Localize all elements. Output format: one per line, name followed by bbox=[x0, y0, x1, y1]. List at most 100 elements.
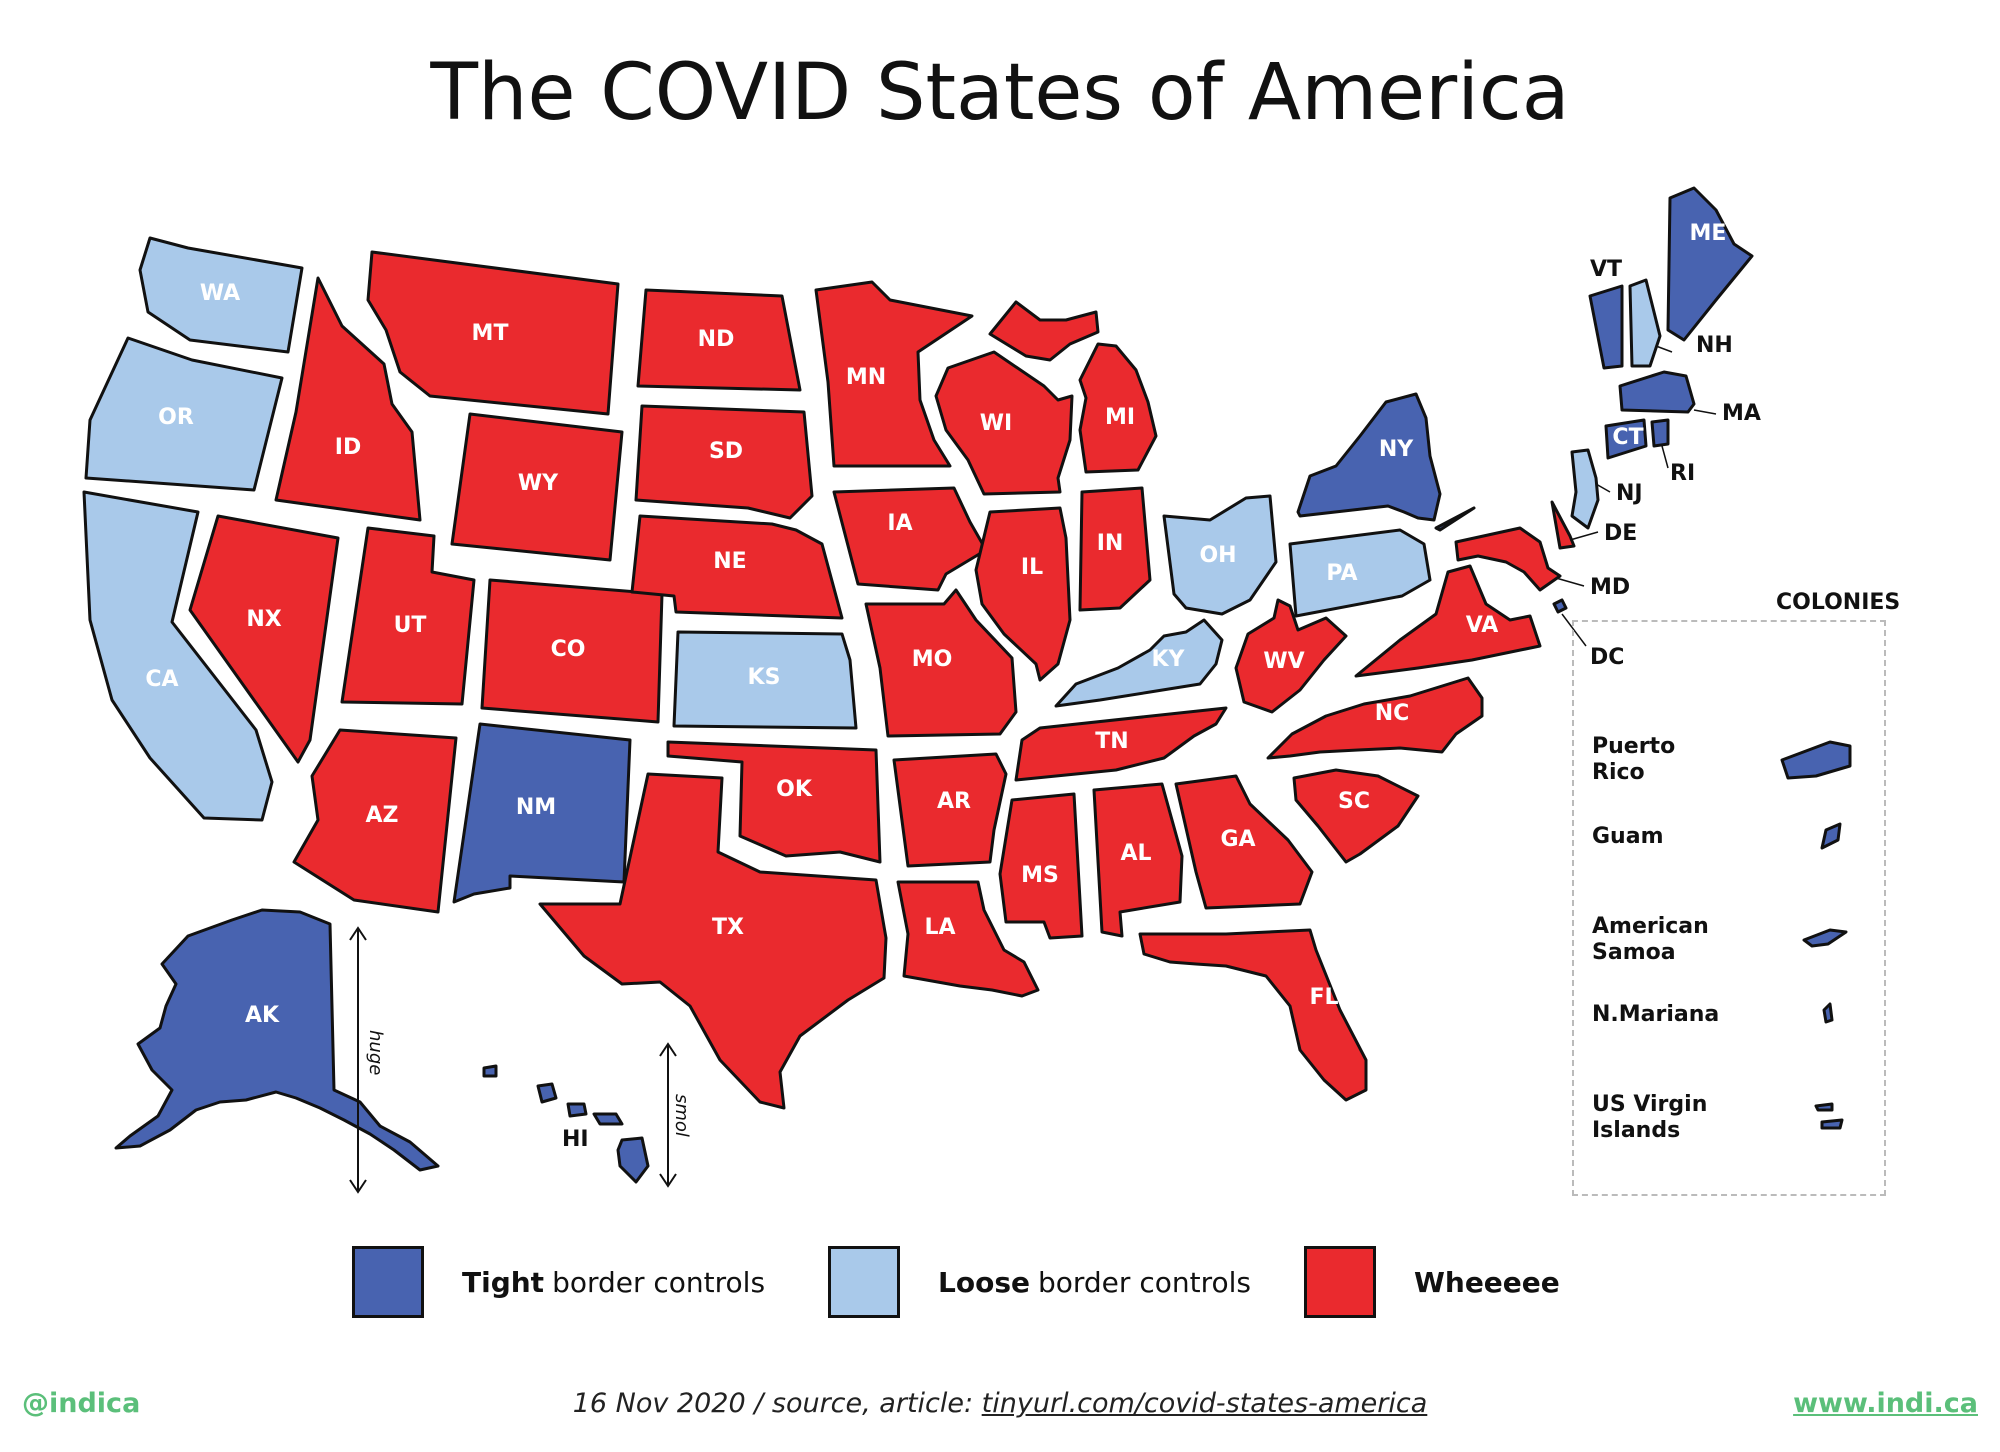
state-label-AZ: AZ bbox=[366, 803, 399, 828]
footer-source: 16 Nov 2020 / source, article: tinyurl.c… bbox=[0, 1388, 2000, 1419]
state-KS: KS bbox=[672, 630, 858, 730]
state-ND: ND bbox=[636, 288, 802, 392]
state-AR: AR bbox=[892, 752, 1008, 868]
state-UT: UT bbox=[340, 526, 476, 706]
state-GA: GA bbox=[1174, 774, 1314, 910]
state-IN: IN bbox=[1078, 486, 1152, 612]
state-NX: NX bbox=[188, 514, 340, 764]
alaska-arrow-label: huge bbox=[365, 1030, 386, 1075]
state-label-MA: MA bbox=[1722, 401, 1761, 426]
state-label-TX: TX bbox=[712, 915, 744, 940]
state-label-OK: OK bbox=[776, 777, 813, 802]
state-label-ID: ID bbox=[335, 435, 361, 460]
state-label-ND: ND bbox=[698, 327, 735, 352]
state-label-HI: HI bbox=[562, 1127, 589, 1152]
state-FL: FL bbox=[1138, 928, 1368, 1102]
state-label-NC: NC bbox=[1375, 701, 1410, 726]
state-WV: WV bbox=[1234, 598, 1348, 714]
legend-item-loose: Loose border controls bbox=[828, 1242, 1251, 1322]
state-label-UT: UT bbox=[394, 613, 427, 638]
state-label-IN: IN bbox=[1097, 531, 1124, 556]
state-label-MS: MS bbox=[1021, 863, 1059, 888]
state-label-WV: WV bbox=[1263, 649, 1304, 674]
colony-label-us-virgin-islands: US Virgin Islands bbox=[1592, 1092, 1708, 1143]
state-IL: IL bbox=[974, 506, 1072, 682]
state-VT: VT bbox=[1588, 257, 1624, 370]
legend-bold-wheeeee: Wheeeee bbox=[1414, 1265, 1560, 1299]
hawaii-arrow-label: smol bbox=[671, 1094, 692, 1137]
hawaii-size-arrow: smol bbox=[659, 1042, 692, 1188]
state-label-NX: NX bbox=[246, 607, 281, 632]
state-label-WI: WI bbox=[980, 411, 1012, 436]
state-NJ: NJ bbox=[1570, 448, 1643, 530]
state-label-DE: DE bbox=[1604, 521, 1637, 546]
colony-shape-guam bbox=[1820, 822, 1842, 850]
state-WA: WA bbox=[138, 236, 304, 354]
state-MT: MT bbox=[366, 250, 620, 416]
colonies-title: COLONIES bbox=[1776, 590, 1901, 615]
state-label-AL: AL bbox=[1120, 841, 1151, 866]
state-label-MO: MO bbox=[912, 647, 953, 672]
state-label-AK: AK bbox=[245, 1003, 280, 1028]
state-label-WA: WA bbox=[200, 281, 240, 306]
state-label-CT: CT bbox=[1612, 425, 1643, 450]
state-HI: HI bbox=[482, 1064, 650, 1184]
legend-item-wheeeee: Wheeeee bbox=[1304, 1242, 1568, 1322]
state-TX: TX bbox=[538, 772, 888, 1110]
state-label-VT: VT bbox=[1590, 257, 1622, 282]
state-WI: WI bbox=[934, 350, 1074, 496]
footer-website-link[interactable]: www.indi.ca bbox=[1793, 1388, 1978, 1419]
state-label-NJ: NJ bbox=[1616, 481, 1643, 506]
state-label-IL: IL bbox=[1021, 555, 1043, 580]
legend-swatch-wheeeee bbox=[1304, 1246, 1376, 1318]
footer-source-prefix: 16 Nov 2020 / source, article: bbox=[572, 1388, 982, 1419]
state-label-MD: MD bbox=[1590, 575, 1630, 600]
state-label-CO: CO bbox=[551, 637, 586, 662]
state-SD: SD bbox=[634, 404, 814, 520]
state-label-OH: OH bbox=[1199, 543, 1236, 568]
state-label-KS: KS bbox=[748, 665, 781, 690]
state-label-NY: NY bbox=[1379, 437, 1414, 462]
state-label-NM: NM bbox=[516, 795, 556, 820]
state-MD: MD bbox=[1454, 526, 1630, 600]
state-label-AR: AR bbox=[937, 789, 971, 814]
state-MO: MO bbox=[864, 588, 1018, 738]
state-ID: ID bbox=[274, 276, 422, 522]
legend-bold-tight: Tight bbox=[462, 1265, 545, 1299]
state-OK: OK bbox=[666, 740, 882, 864]
state-DC: DC bbox=[1552, 598, 1624, 670]
colonies-box bbox=[1572, 620, 1886, 1196]
state-label-NH: NH bbox=[1696, 333, 1733, 358]
state-label-IA: IA bbox=[887, 511, 912, 536]
state-WY: WY bbox=[450, 412, 624, 562]
state-label-RI: RI bbox=[1670, 461, 1695, 486]
state-DE: DE bbox=[1550, 500, 1637, 550]
state-label-MI: MI bbox=[1105, 405, 1135, 430]
state-label-SD: SD bbox=[709, 439, 743, 464]
state-label-NE: NE bbox=[713, 549, 746, 574]
state-MN: MN bbox=[814, 280, 974, 468]
state-LA: LA bbox=[896, 880, 1040, 998]
state-NM: NM bbox=[452, 722, 632, 904]
state-TN: TN bbox=[1014, 706, 1228, 782]
legend-item-tight: Tight border controls bbox=[352, 1242, 765, 1322]
state-MS: MS bbox=[998, 792, 1084, 940]
legend-swatch-tight bbox=[352, 1246, 424, 1318]
legend-swatch-loose bbox=[828, 1246, 900, 1318]
state-AZ: AZ bbox=[292, 728, 458, 914]
page-title: The COVID States of America bbox=[430, 48, 1570, 138]
state-VA: VA bbox=[1354, 564, 1542, 678]
state-NE: NE bbox=[630, 514, 844, 620]
legend-bold-loose: Loose bbox=[938, 1265, 1030, 1299]
state-label-MT: MT bbox=[472, 321, 509, 346]
state-CO: CO bbox=[480, 578, 664, 724]
state-MI: MI bbox=[988, 300, 1158, 474]
state-label-FL: FL bbox=[1309, 985, 1338, 1010]
footer-handle[interactable]: @indica bbox=[22, 1388, 141, 1419]
state-label-DC: DC bbox=[1590, 645, 1624, 670]
state-IA: IA bbox=[832, 486, 988, 592]
state-label-OR: OR bbox=[158, 405, 194, 430]
state-CT: CT bbox=[1604, 418, 1648, 460]
footer-source-link[interactable]: tinyurl.com/covid-states-america bbox=[981, 1388, 1428, 1419]
